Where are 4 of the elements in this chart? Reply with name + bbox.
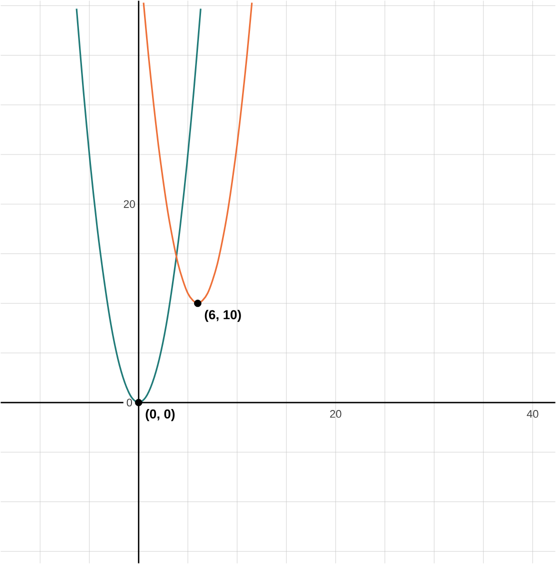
annotation: (6, 10)	[204, 310, 241, 322]
y-tick-label: 0	[126, 398, 132, 406]
x-tick-label: 40	[526, 410, 538, 418]
annotation: (0, 0)	[146, 409, 175, 422]
